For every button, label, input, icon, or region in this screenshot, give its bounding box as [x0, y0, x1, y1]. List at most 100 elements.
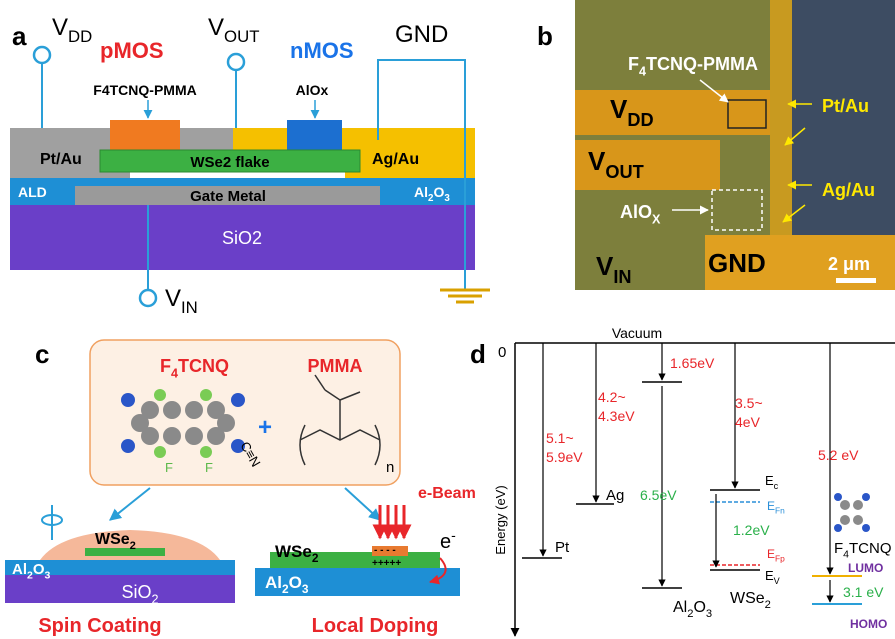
pmma-patch: [372, 546, 408, 556]
atom-c: [185, 401, 203, 419]
text-part: E: [767, 499, 775, 513]
text-part: Al: [414, 184, 428, 200]
label: VDD: [610, 94, 654, 130]
text-part: TCNQ: [849, 540, 892, 557]
atom-n: [231, 393, 245, 407]
alox-box: [711, 189, 763, 231]
contact-strip: [770, 0, 792, 235]
text-part: F: [834, 540, 843, 557]
label: VOUT: [588, 146, 644, 182]
text-part: SiO: [121, 582, 151, 602]
text-part: Al: [673, 599, 687, 616]
atom-n: [121, 393, 135, 407]
text-part: 3: [45, 570, 51, 582]
text-part: O: [433, 184, 444, 200]
molecule-box: [89, 339, 401, 486]
text-part: e: [440, 531, 451, 553]
label: WSe2: [730, 590, 771, 611]
text-part: V: [774, 576, 781, 586]
label: Ag: [606, 487, 624, 504]
label: - - - -: [374, 545, 396, 556]
label: 1.65eV: [670, 355, 715, 371]
text-part: OUT: [224, 27, 259, 46]
gate-metal: [75, 186, 380, 205]
label: Ag/Au: [372, 151, 419, 168]
text-line: 5.9eV: [546, 449, 583, 465]
atom-n: [231, 439, 245, 453]
gnd-wire: [377, 59, 466, 290]
nmos-label: nMOS: [290, 38, 354, 63]
label: F4TCNQ-PMMA: [628, 54, 758, 78]
label: Energy (eV): [493, 485, 508, 554]
text-part: 2: [27, 570, 33, 582]
text-part: O: [289, 573, 302, 592]
label: Pt/Au: [40, 151, 82, 168]
text-part: DD: [68, 27, 92, 46]
label: 6.5eV: [640, 487, 677, 503]
text-part: 4: [171, 366, 178, 380]
text-part: O: [33, 561, 45, 578]
label: HOMO: [850, 617, 887, 631]
terminal: [138, 288, 158, 308]
sio2-layer: [10, 205, 475, 270]
atom-c: [207, 427, 225, 445]
atom-n: [834, 493, 842, 501]
label: Ec: [765, 473, 779, 491]
vout-electrode: [575, 140, 720, 190]
text-part: 2: [152, 592, 159, 606]
text-part: Al: [265, 573, 282, 592]
label: PMMA: [308, 356, 363, 376]
text-part: V: [52, 14, 68, 41]
label: AlOx: [296, 82, 329, 98]
atom-c: [217, 414, 235, 432]
text-part: c: [774, 481, 779, 491]
text-line: 3.5~: [735, 395, 763, 411]
label: +: [258, 414, 272, 441]
text-part: 2: [312, 551, 319, 565]
text-part: 2: [765, 599, 771, 611]
bracket: [299, 424, 381, 466]
label: SiO2: [121, 582, 158, 606]
text-part: 2: [687, 608, 693, 620]
label: EFp: [767, 547, 785, 564]
terminal-label: GND: [395, 21, 448, 48]
text-part: 3: [706, 608, 712, 620]
label: Al2O3: [265, 573, 309, 596]
text-part: 4: [843, 549, 849, 561]
atom-f: [200, 446, 212, 458]
label: 0: [498, 344, 506, 361]
atom-c: [853, 515, 863, 525]
pointer: [699, 79, 729, 103]
panel-label: c: [35, 339, 49, 369]
pmma-box: [727, 99, 767, 129]
text-part: Al: [12, 561, 27, 578]
text-part: WSe: [95, 531, 130, 548]
text-part: OUT: [605, 162, 643, 182]
label: F4TCNQ-PMMA: [93, 82, 196, 98]
label: e-: [440, 527, 456, 553]
text-part: AlO: [620, 202, 652, 222]
text-part: E: [767, 547, 775, 561]
label: AlOX: [620, 202, 661, 226]
text-part: V: [596, 251, 614, 281]
atom-c: [141, 427, 159, 445]
label: 2 μm: [828, 254, 870, 274]
label: Local Doping: [312, 615, 439, 637]
label: WSe2: [275, 542, 319, 565]
text-part: V: [588, 146, 606, 176]
pt-au-top: [10, 128, 110, 150]
label: 3.5~ 4eV: [735, 395, 763, 430]
text-part: E: [765, 473, 774, 488]
label: n: [386, 459, 394, 476]
wse2-flake: [99, 149, 361, 173]
label: Pt: [555, 539, 570, 556]
text-part: 4: [639, 64, 646, 78]
text-line: 4.3eV: [598, 408, 635, 424]
label: 4.2~ 4.3eV: [598, 389, 635, 424]
f4tcnq-pmma-block: [110, 120, 180, 150]
text-part: 3: [302, 582, 309, 596]
atom-f: [200, 389, 212, 401]
atom-f: [154, 389, 166, 401]
label: Vacuum: [612, 325, 662, 341]
